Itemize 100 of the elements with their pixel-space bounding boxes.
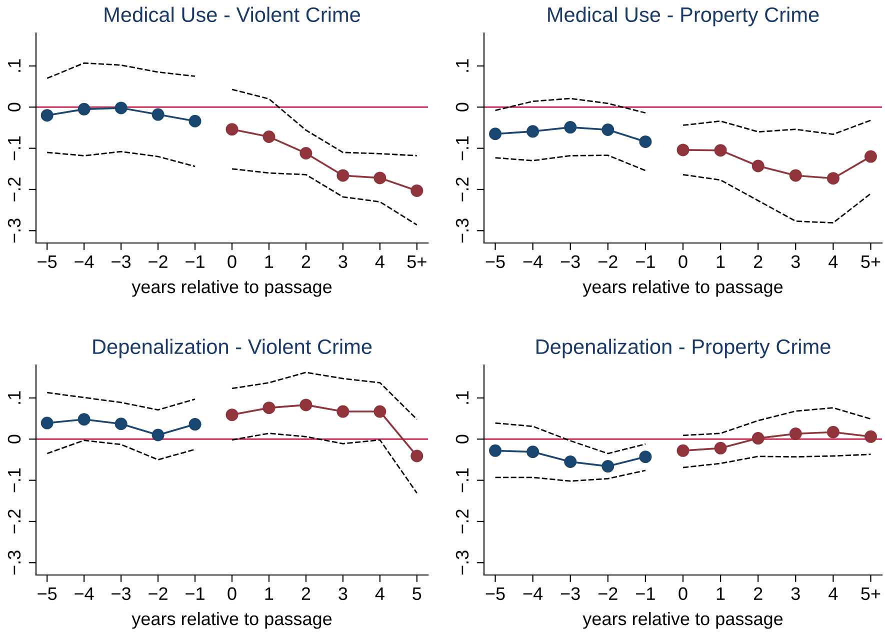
x-tick-label: −5	[486, 255, 505, 268]
point	[864, 430, 877, 443]
x-tick-label: −5	[38, 255, 57, 268]
x-tick-label: 3	[791, 255, 800, 268]
x-tick-label: 0	[228, 255, 236, 268]
line-series	[494, 470, 646, 482]
y-tick-label: −.1	[8, 136, 20, 160]
point	[826, 172, 840, 185]
point	[602, 460, 614, 473]
line-series	[494, 422, 646, 454]
point	[564, 121, 577, 134]
point	[188, 418, 202, 431]
line-series	[231, 372, 418, 420]
chart-title: Medical Use - Violent Crime	[104, 6, 360, 22]
x-tick-label: −3	[560, 255, 580, 268]
point	[676, 144, 690, 156]
chart-title: Depenalization - Violent Crime	[93, 338, 372, 358]
x-tick-label: 0	[678, 255, 688, 268]
point	[789, 428, 802, 440]
x-tick-label: −1	[636, 587, 655, 600]
x-tick-label: −1	[186, 587, 204, 600]
x-tick-label: 5	[412, 587, 422, 600]
x-tick-label: 3	[338, 587, 348, 600]
y-tick-label: −.2	[8, 178, 20, 202]
point	[639, 450, 652, 464]
y-tick-label: 0	[8, 102, 21, 112]
point	[262, 130, 276, 144]
x-tick-label: −1	[636, 255, 655, 268]
line-series	[46, 150, 196, 168]
point	[489, 128, 502, 140]
point	[78, 413, 90, 426]
x-axis-title: years relative to passage	[132, 280, 332, 297]
x-tick-label: −4	[523, 255, 543, 268]
point	[752, 160, 764, 172]
x-tick-label: 2	[302, 587, 310, 600]
point	[300, 398, 312, 412]
x-tick-label: 5+	[861, 587, 880, 600]
y-tick-label: −.1	[456, 468, 468, 492]
y-tick-label: 0	[8, 434, 21, 444]
x-tick-label: 2	[754, 255, 762, 268]
x-tick-label: 1	[716, 255, 725, 268]
y-tick-label: −.3	[8, 550, 21, 575]
y-tick-label: −.1	[8, 468, 20, 492]
x-tick-label: 4	[828, 255, 838, 268]
point	[864, 150, 877, 163]
y-tick-label: −.3	[456, 550, 469, 575]
point	[410, 450, 424, 462]
y-tick-label: 0	[456, 102, 469, 112]
point	[226, 123, 238, 136]
point	[374, 405, 386, 418]
line-series	[231, 168, 418, 226]
point	[789, 169, 802, 182]
point	[226, 408, 238, 422]
x-tick-label: 0	[228, 587, 236, 600]
x-axis-title: years relative to passage	[582, 280, 783, 297]
line-series	[682, 174, 872, 224]
line-series	[494, 154, 646, 172]
x-tick-label: −2	[148, 255, 168, 268]
point	[336, 169, 350, 182]
point	[40, 109, 54, 122]
line-series	[231, 88, 418, 156]
y-tick-label: −.3	[8, 218, 21, 243]
point	[114, 418, 128, 430]
line-series	[682, 120, 872, 135]
point	[300, 146, 312, 160]
x-axis-title: years relative to passage	[582, 612, 783, 629]
x-tick-label: −3	[112, 587, 131, 600]
point	[262, 402, 276, 414]
x-tick-label: −5	[486, 587, 505, 600]
chart-title: Medical Use - Property Crime	[548, 6, 819, 26]
x-tick-label: 5+	[407, 255, 426, 268]
x-tick-label: −4	[74, 255, 94, 268]
y-tick-label: .1	[8, 391, 20, 404]
x-tick-label: −1	[186, 255, 204, 268]
point	[602, 124, 614, 136]
point	[526, 446, 540, 458]
x-tick-label: 3	[791, 587, 800, 600]
point	[526, 125, 540, 138]
y-tick-label: .1	[456, 59, 468, 72]
x-tick-label: 4	[828, 587, 838, 600]
x-tick-label: 2	[754, 587, 762, 600]
line-series	[231, 432, 418, 494]
y-tick-label: −.2	[456, 510, 468, 534]
point	[336, 405, 350, 418]
point	[489, 444, 502, 457]
point	[40, 416, 54, 430]
line-series	[682, 407, 872, 436]
x-tick-label: −5	[38, 587, 57, 600]
line-series	[46, 392, 196, 411]
x-tick-label: 2	[302, 255, 310, 268]
y-tick-label: .1	[8, 59, 20, 72]
y-tick-label: −.2	[8, 510, 20, 534]
x-tick-label: −4	[523, 587, 543, 600]
point	[188, 114, 202, 128]
point	[564, 456, 577, 468]
line-series	[682, 454, 872, 468]
point	[752, 432, 764, 445]
y-tick-label: .1	[456, 391, 468, 404]
x-tick-label: 1	[265, 255, 274, 268]
point	[152, 428, 164, 442]
